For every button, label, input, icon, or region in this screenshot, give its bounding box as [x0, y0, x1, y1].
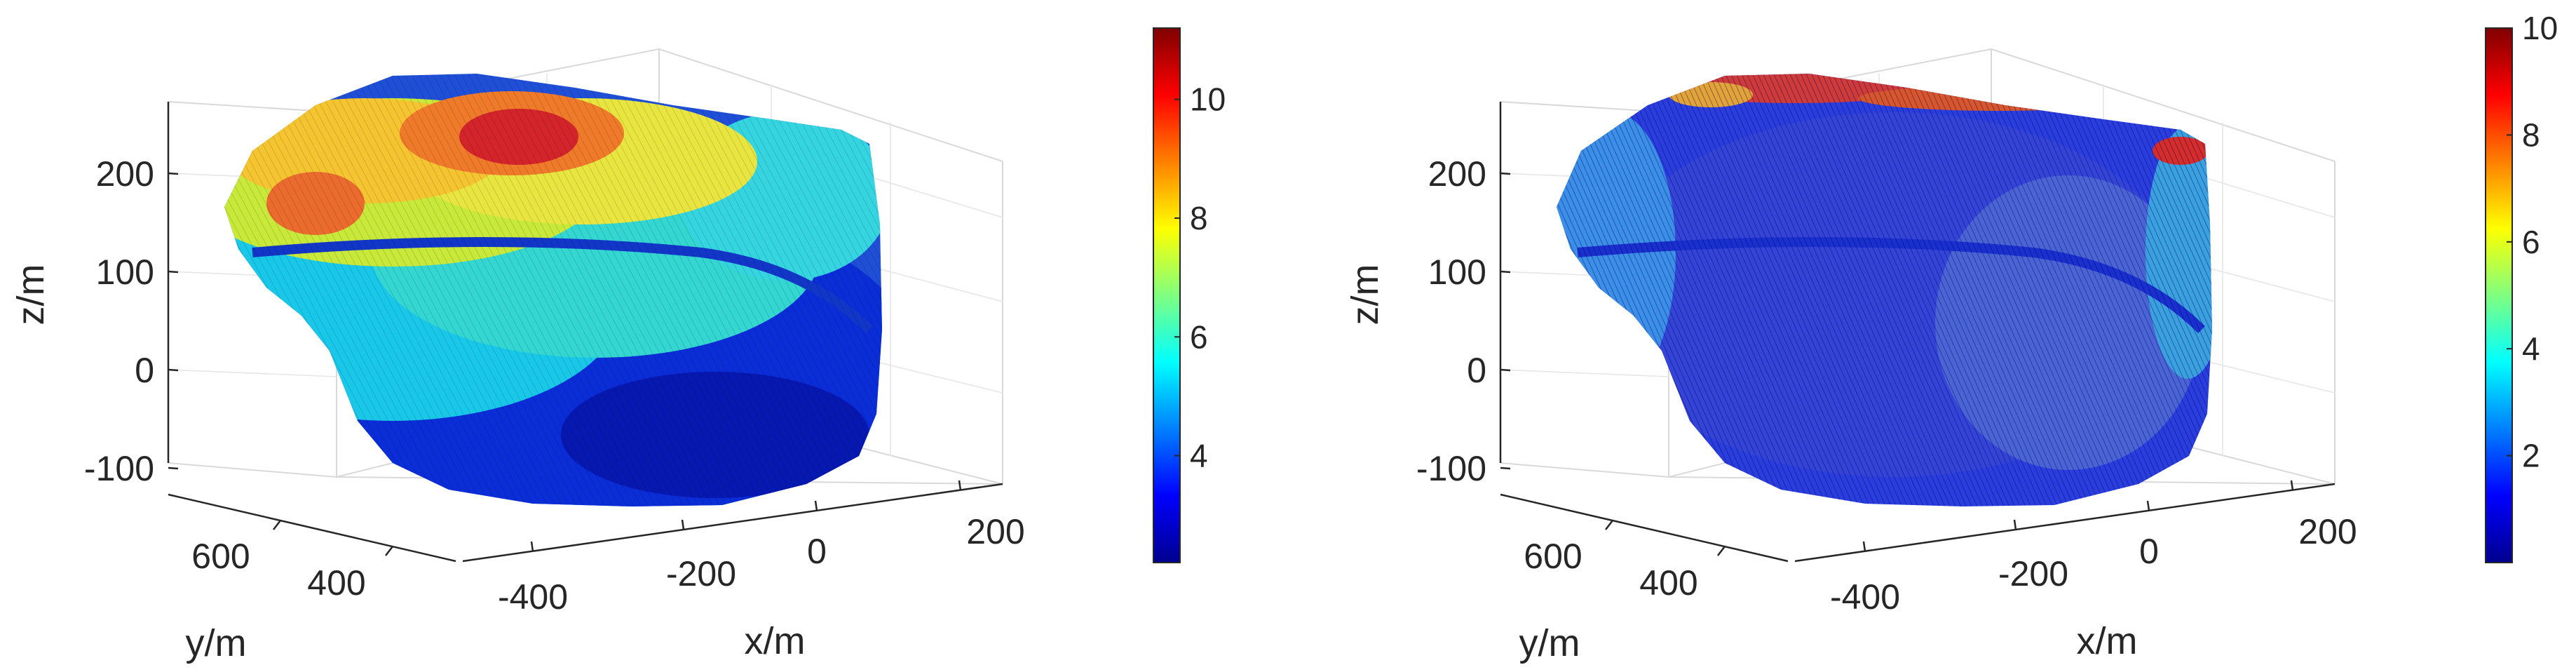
- chart-panel-2: 200 100 0 -100 z/m 600 400 y/m -400 -200…: [1344, 10, 2558, 664]
- z-axis-label: z/m: [1344, 264, 1386, 325]
- x-axis-label: x/m: [2077, 620, 2138, 662]
- grid-line: [168, 369, 337, 377]
- x-tick-label: 0: [807, 532, 827, 571]
- z-tick-label: -100: [1416, 449, 1486, 488]
- x-tick-label: -200: [666, 554, 736, 593]
- x-axis-2: -400 -200 0 200 x/m: [1794, 480, 2357, 662]
- colorbar-tick-label: 2: [2522, 438, 2540, 474]
- colorbar-tick-label: 4: [2522, 330, 2540, 367]
- colorbar-tick-label: 4: [1190, 438, 1208, 474]
- colorbar-tick-label: 6: [2522, 224, 2540, 260]
- y-tick-label: 400: [1639, 563, 1697, 603]
- grid-line: [1500, 369, 1669, 377]
- y-tick-label: 600: [1524, 537, 1582, 576]
- point-cloud-2: [1557, 74, 2212, 506]
- x-tick-label: 0: [2139, 532, 2159, 571]
- chart-panel-1: 200 100 0 -100 z/m 600 400 y/m -400 -200…: [10, 27, 1226, 664]
- z-axis-2: 200 100 0 -100 z/m: [1344, 102, 1511, 488]
- x-axis-1: -400 -200 0 200 x/m: [462, 480, 1025, 662]
- colorbar-2: 10 8 6 4 2: [2485, 10, 2558, 563]
- y-tick-label: 400: [307, 563, 365, 603]
- colorbar-tick-label: 8: [2522, 116, 2540, 153]
- z-tick-label: -100: [84, 449, 154, 488]
- x-tick-label: -400: [1830, 577, 1900, 617]
- z-axis-label: z/m: [10, 264, 52, 325]
- y-axis-2: 600 400 y/m: [1500, 493, 1789, 664]
- z-tick-label: 100: [1428, 253, 1486, 292]
- x-tick-label: -400: [498, 577, 568, 617]
- z-tick-label: 100: [96, 253, 154, 292]
- colorbar-1: 10 8 6 4: [1153, 27, 1226, 563]
- x-tick-label: 200: [966, 512, 1024, 551]
- colorbar-tick-label: 8: [1190, 200, 1208, 236]
- z-tick-label: 200: [96, 154, 154, 194]
- colorbar-tick-label: 6: [1190, 318, 1208, 355]
- x-tick-label: 200: [2298, 512, 2357, 551]
- x-tick-label: -200: [1998, 554, 2068, 593]
- z-tick-label: 0: [1467, 351, 1486, 390]
- y-axis-label: y/m: [1519, 622, 1580, 664]
- z-axis-1: 200 100 0 -100 z/m: [10, 102, 179, 488]
- y-tick-label: 600: [191, 537, 250, 576]
- y-axis-1: 600 400 y/m: [168, 493, 456, 664]
- y-axis-label: y/m: [186, 622, 247, 664]
- x-axis-label: x/m: [745, 620, 806, 662]
- z-tick-label: 200: [1428, 154, 1486, 194]
- colorbar-tick-label: 10: [2522, 10, 2558, 46]
- z-tick-label: 0: [135, 351, 154, 390]
- colorbar-tick-label: 10: [1190, 81, 1226, 118]
